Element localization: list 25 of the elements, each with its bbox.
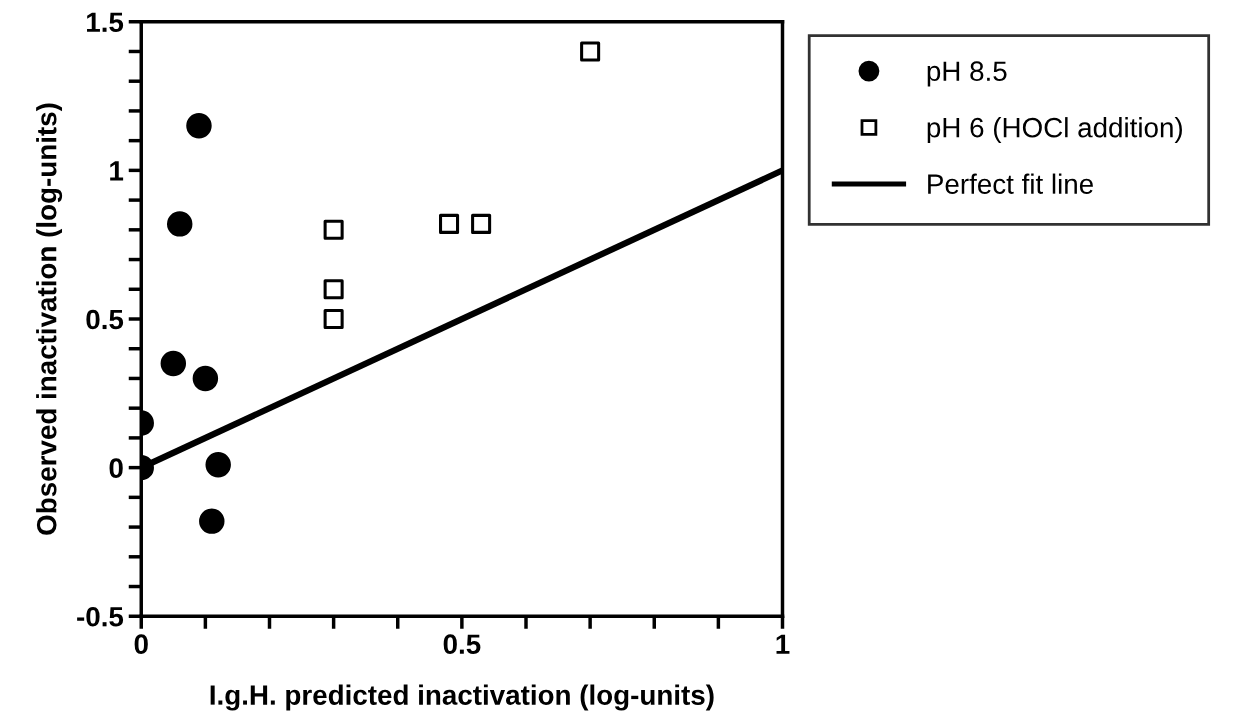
legend-label: Perfect fit line xyxy=(928,173,1093,194)
legend-label: pH 8.5 xyxy=(927,61,1007,87)
y-axis-title: Observed inactivation (log-units) xyxy=(36,103,63,535)
y-tick-label: -0.5 xyxy=(77,606,124,627)
point xyxy=(323,308,344,330)
y-tick-label: 1.5 xyxy=(87,12,124,33)
y-tick-label: 1 xyxy=(110,161,124,181)
point xyxy=(160,350,187,377)
point xyxy=(323,279,344,300)
point xyxy=(199,508,225,534)
point xyxy=(439,213,460,234)
point xyxy=(186,113,212,139)
x-axis-title: I.g.H. predicted inactivation (log-units) xyxy=(210,684,714,711)
point xyxy=(471,213,492,234)
y-tick-label: 0.5 xyxy=(86,309,124,330)
y-tick-label: 0 xyxy=(109,458,123,478)
x-tick-label: 0.5 xyxy=(443,634,481,655)
point xyxy=(580,41,601,62)
legend-label: pH 6 (HOCl addition) xyxy=(927,117,1182,143)
point xyxy=(323,219,344,240)
x-tick-label: 1 xyxy=(776,634,790,654)
point xyxy=(167,211,193,237)
point xyxy=(205,451,231,478)
x-tick-label: 0 xyxy=(134,634,148,655)
point xyxy=(192,365,219,392)
